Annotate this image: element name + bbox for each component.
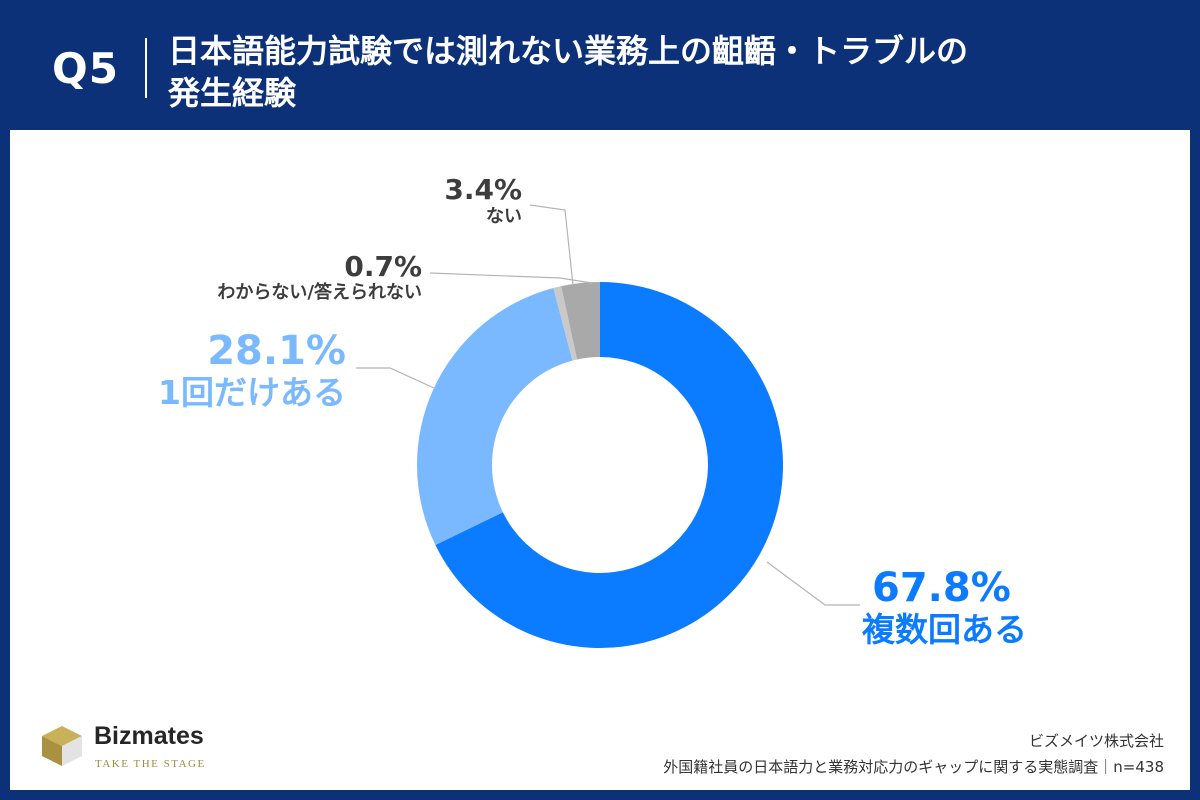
leader-line	[529, 204, 574, 286]
donut-slice	[416, 288, 573, 545]
source-company: ビズメイツ株式会社	[1028, 732, 1164, 750]
source-survey: 外国籍社員の日本語力と業務対応力のギャップに関する実態調査｜n=438	[663, 758, 1164, 776]
leader-line	[429, 272, 593, 284]
slice-value-label: 67.8%	[872, 565, 1011, 611]
leader-line	[356, 367, 435, 389]
chart-title: 日本語能力試験では測れない業務上の齟齬・トラブルの 発生経験	[168, 32, 969, 112]
slice-category-label: 複数回ある	[862, 610, 1027, 649]
brand-logo-block: Bizmates TAKE THE STAGE	[40, 720, 260, 780]
donut-slices	[416, 282, 783, 648]
bizmates-cube-icon	[42, 726, 82, 766]
donut-slice	[435, 282, 783, 648]
leader-lines	[356, 204, 860, 606]
slice-value-label: 0.7%	[344, 250, 422, 283]
chart-panel: 67.8% 複数回ある 28.1% 1回だけある 0.7% わからない/答えられ…	[10, 130, 1190, 790]
leader-line	[766, 561, 860, 606]
header-bar: Q5 日本語能力試験では測れない業務上の齟齬・トラブルの 発生経験	[0, 0, 1200, 130]
source-note: ビズメイツ株式会社 外国籍社員の日本語力と業務対応力のギャップに関する実態調査｜…	[663, 728, 1164, 780]
brand-name: Bizmates	[94, 722, 204, 750]
donut-slice	[553, 286, 578, 361]
header-divider	[145, 38, 147, 98]
slice-value-label: 28.1%	[207, 328, 346, 374]
question-number: Q5	[52, 44, 119, 93]
donut-chart: 67.8% 複数回ある 28.1% 1回だけある 0.7% わからない/答えられ…	[158, 173, 1027, 649]
slice-category-label: わからない/答えられない	[217, 281, 422, 303]
slice-category-label: ない	[486, 206, 522, 227]
donut-slice	[561, 282, 600, 360]
slice-category-label: 1回だけある	[158, 373, 346, 412]
brand-tagline: TAKE THE STAGE	[95, 758, 206, 770]
slice-value-label: 3.4%	[444, 173, 522, 206]
